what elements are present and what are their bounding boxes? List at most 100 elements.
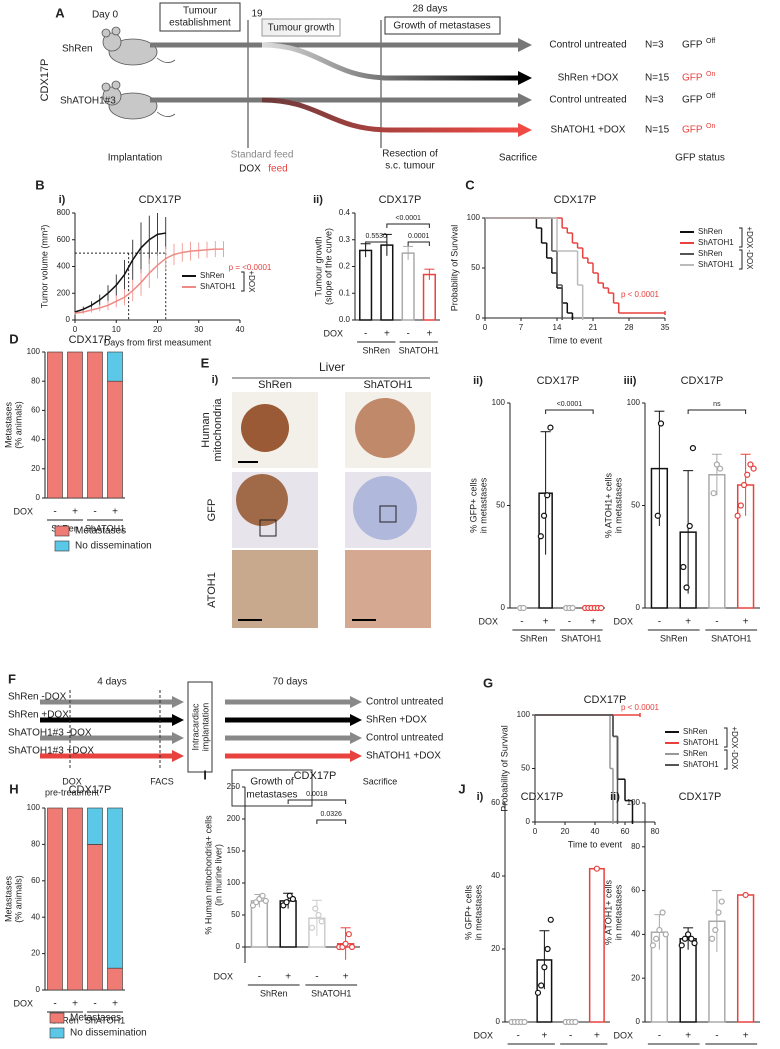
label: Implantation: [108, 153, 162, 164]
subpanel-label: ii): [473, 375, 483, 387]
y-axis-label: % ATOH1+ cells: [603, 473, 613, 538]
dox-sign: +: [72, 507, 78, 518]
dox-sign: -: [93, 999, 96, 1010]
dox-sign: +: [743, 617, 749, 628]
legend-label: ShRen: [698, 227, 722, 236]
label: Growth of metastases: [393, 21, 490, 32]
y-tick-label: 20: [491, 944, 500, 953]
bar-segment: [107, 807, 123, 969]
data-point: [649, 942, 657, 949]
tissue: [355, 398, 415, 458]
data-point: [318, 918, 325, 925]
y-tick-label: 60: [631, 886, 640, 895]
x-tick-label: 10: [112, 325, 121, 334]
data-point: [547, 916, 554, 923]
bar: [736, 894, 755, 1023]
y-tick-label: 40: [491, 871, 500, 880]
legend-label: ShRen: [200, 271, 224, 280]
box: [261, 18, 341, 37]
y-tick-label: 100: [492, 398, 506, 407]
label: Control untreated: [366, 697, 443, 708]
data-point: [348, 943, 356, 951]
data-point: [712, 926, 719, 934]
label: GFP: [206, 499, 218, 522]
chart-title: CDX17P: [379, 194, 422, 206]
y-axis-label: Probability of Survival: [499, 725, 509, 812]
label: Control untreated: [549, 95, 626, 106]
legend-label: ShATOH1: [683, 760, 719, 769]
subpanel-label: ii): [313, 194, 323, 206]
data-point: [653, 935, 660, 942]
legend-bracket: [739, 227, 743, 248]
group-label: ShRen: [362, 345, 390, 355]
label: 4 days: [97, 677, 126, 688]
label: Growth of: [250, 777, 294, 788]
comparison-bracket: [545, 409, 594, 414]
chart-title: CDX17P: [584, 694, 627, 706]
bar-segment: [67, 807, 83, 991]
data-point: [734, 512, 741, 519]
legend-swatch: [54, 525, 70, 537]
label: establishment: [169, 18, 231, 29]
label: ShATOH1#3 -DOX: [8, 728, 92, 739]
dox-sign: -: [520, 617, 523, 628]
subpanel-label: iii): [624, 375, 637, 387]
arrow-head: [350, 750, 362, 762]
bar-segment: [87, 351, 103, 499]
label: i): [212, 374, 219, 386]
y-axis-label: in metastases: [613, 884, 623, 940]
chart-title: CDX17P: [69, 784, 112, 796]
tissue: [241, 404, 289, 452]
comparison-label: ns: [713, 401, 721, 408]
data-point: [683, 584, 690, 591]
group-label: ShATOH1: [399, 345, 439, 355]
data-point: [656, 926, 663, 934]
legend-label: ShRen: [683, 727, 707, 736]
chart-title: CDX17P: [139, 194, 182, 206]
data-point: [680, 563, 687, 571]
legend-label: No dissemination: [75, 541, 152, 552]
y-axis-label: Tumor volume (mm³): [39, 225, 49, 309]
box: [159, 2, 241, 32]
bar: [380, 244, 394, 321]
label: ShATOH1#3: [60, 96, 116, 107]
x-axis-label: Time to event: [548, 335, 603, 345]
label: ATOH1: [206, 572, 218, 608]
y-tick-label: 100: [227, 878, 241, 887]
y-tick-label: 0.1: [339, 288, 351, 297]
dox-label: DOX: [13, 998, 33, 1008]
group-label: ShATOH1: [561, 633, 601, 643]
series-line: [74, 232, 166, 313]
arrow-head: [518, 38, 532, 52]
data-point: [342, 940, 349, 947]
label: On: [706, 123, 715, 130]
label: Sacrifice: [499, 153, 538, 164]
label: GFP status: [675, 153, 725, 164]
data-point: [259, 892, 266, 899]
y-tick-label: 0: [526, 817, 531, 826]
dox-sign: +: [590, 617, 596, 628]
group-label: ShRen: [260, 988, 288, 998]
legend-label: Metastases: [70, 1013, 121, 1024]
label: ShRen +DOX: [558, 73, 619, 84]
dox-sign: +: [685, 617, 691, 628]
y-axis-label: in metastases: [473, 884, 483, 940]
dox-sign: -: [569, 1031, 572, 1042]
x-tick-label: 20: [153, 325, 162, 334]
x-tick-label: 60: [621, 827, 630, 836]
data-point: [537, 533, 544, 540]
mouse: [101, 26, 176, 66]
group-label: ShRen: [520, 633, 548, 643]
data-point: [547, 424, 554, 431]
label: ShRen +DOX: [8, 710, 69, 721]
legend-group-label: +DOX: [247, 270, 256, 293]
y-tick-label: 150: [227, 846, 241, 855]
data-point: [685, 931, 692, 938]
x-tick-label: 80: [651, 827, 660, 836]
legend-bracket: [241, 271, 245, 292]
y-tick-label: 100: [517, 710, 531, 719]
series-line: [74, 248, 224, 315]
dox-sign: +: [285, 972, 291, 983]
dox-sign: -: [406, 329, 409, 340]
arrow-head: [172, 750, 184, 762]
